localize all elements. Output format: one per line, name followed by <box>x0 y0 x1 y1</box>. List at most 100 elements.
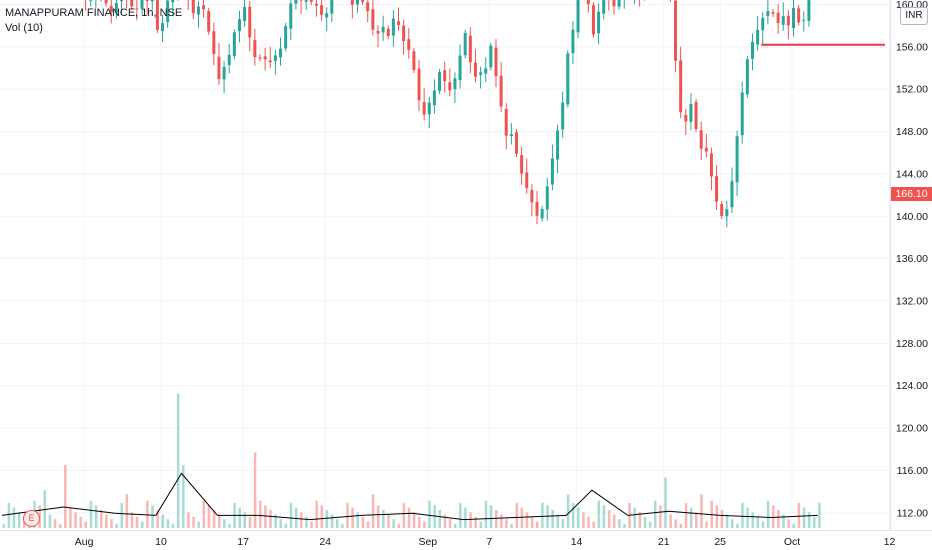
candle-body <box>320 5 324 15</box>
price-axis[interactable]: 112.00 116.00 120.00 124.00 128.00 132.00 136.… <box>896 0 928 519</box>
currency-badge[interactable]: INR <box>900 7 928 25</box>
candle-body <box>330 0 334 14</box>
candle-body <box>361 0 365 2</box>
candle-body <box>397 21 401 26</box>
candle-body <box>504 109 508 136</box>
volume-bar <box>623 523 626 528</box>
candle-body <box>453 78 457 90</box>
price-tick-label: 144.00 <box>896 168 928 180</box>
candle-body <box>135 8 139 10</box>
volume-bar <box>772 505 775 528</box>
candle-body <box>438 72 442 91</box>
volume-bar <box>695 512 698 528</box>
price-tick-label: 124.00 <box>896 380 928 392</box>
volume-bar <box>797 503 801 528</box>
candle-body <box>150 0 154 2</box>
volume-bar <box>7 503 11 528</box>
last-price-label: 166.10 <box>891 187 932 201</box>
volume-bar <box>551 509 554 528</box>
volume-bar <box>530 516 534 528</box>
candle-body <box>597 11 601 34</box>
volume-bar <box>720 509 724 528</box>
volume-bar <box>633 507 636 528</box>
candle-body <box>550 158 554 185</box>
volume-bar <box>264 505 267 528</box>
volume-bar <box>428 500 431 528</box>
candle-body <box>576 0 580 33</box>
candle-body <box>217 56 221 79</box>
volume-bar <box>315 500 318 528</box>
volume-bar <box>99 509 103 528</box>
volume-bar <box>777 509 780 528</box>
candle-body <box>130 0 134 7</box>
candle-body <box>540 209 544 219</box>
volume-bar <box>2 523 5 528</box>
volume-bar <box>94 505 98 528</box>
time-tick-label: 17 <box>237 536 249 548</box>
candle-body <box>325 13 329 18</box>
volume-bar <box>284 523 288 528</box>
volume-bar <box>166 519 170 528</box>
volume-bar <box>736 523 739 528</box>
volume-bar <box>525 512 529 528</box>
volume-bar <box>489 505 493 528</box>
volume-bar <box>618 519 621 528</box>
candle-body <box>463 32 467 56</box>
candle-body <box>479 72 483 75</box>
candle-body <box>591 5 595 35</box>
volume-bar <box>346 503 349 528</box>
volume-bar <box>115 523 118 528</box>
price-tick-label: 112.00 <box>897 507 928 519</box>
candle-body <box>386 28 390 36</box>
volume-bar <box>813 516 816 528</box>
candle-body <box>725 209 729 217</box>
time-tick-label: 24 <box>319 536 331 548</box>
volume-bar <box>376 505 380 528</box>
volume-bar <box>110 519 113 528</box>
candle-body <box>509 134 513 136</box>
volume-bar <box>79 516 82 528</box>
volume-bar <box>146 500 149 528</box>
volume-bar <box>469 512 472 528</box>
candle-body <box>792 7 796 28</box>
volume-bar <box>89 500 93 528</box>
volume-bar <box>602 505 606 528</box>
volume-bar <box>402 503 406 528</box>
volume-bar <box>192 516 195 528</box>
volume-bar <box>279 519 283 528</box>
volume-bar <box>238 507 241 528</box>
symbol-title: MANAPPURAM FINANCE, 1h, NSE <box>5 7 183 19</box>
volume-bar <box>17 512 21 528</box>
time-tick-label: 10 <box>155 536 167 548</box>
volume-bar <box>274 514 277 528</box>
horizontal-lines[interactable] <box>0 0 885 46</box>
volume-bar <box>69 507 72 528</box>
candle-body <box>263 56 267 60</box>
candle-body <box>571 29 575 54</box>
volume-bar <box>515 503 518 528</box>
price-tick-label: 132.00 <box>896 296 928 308</box>
candle-body <box>350 0 354 5</box>
volume-bar <box>756 516 760 528</box>
volume-bar <box>418 516 421 528</box>
earnings-marker[interactable]: E <box>23 510 40 527</box>
volume-ma-line <box>1 472 818 521</box>
volume-title: Vol (10) <box>5 22 43 34</box>
volume-bar <box>243 512 247 528</box>
time-tick-label: Aug <box>75 536 94 548</box>
candle-body <box>243 7 247 22</box>
candle-body <box>494 47 498 77</box>
price-tick-label: 156.00 <box>896 41 928 53</box>
volume-bar <box>664 477 667 528</box>
volume-bar <box>715 505 719 528</box>
volume-bar <box>592 521 595 528</box>
candle-body <box>212 31 216 54</box>
volume-bar <box>807 512 811 528</box>
time-axis[interactable]: Aug 10 17 24 Sep 7 14 21 25 Oct 12 <box>75 536 896 548</box>
candle-body <box>407 39 411 51</box>
volume-bar <box>464 507 467 528</box>
volume-bar <box>556 514 560 528</box>
candle-body <box>735 136 739 183</box>
volume-bar <box>223 519 226 528</box>
